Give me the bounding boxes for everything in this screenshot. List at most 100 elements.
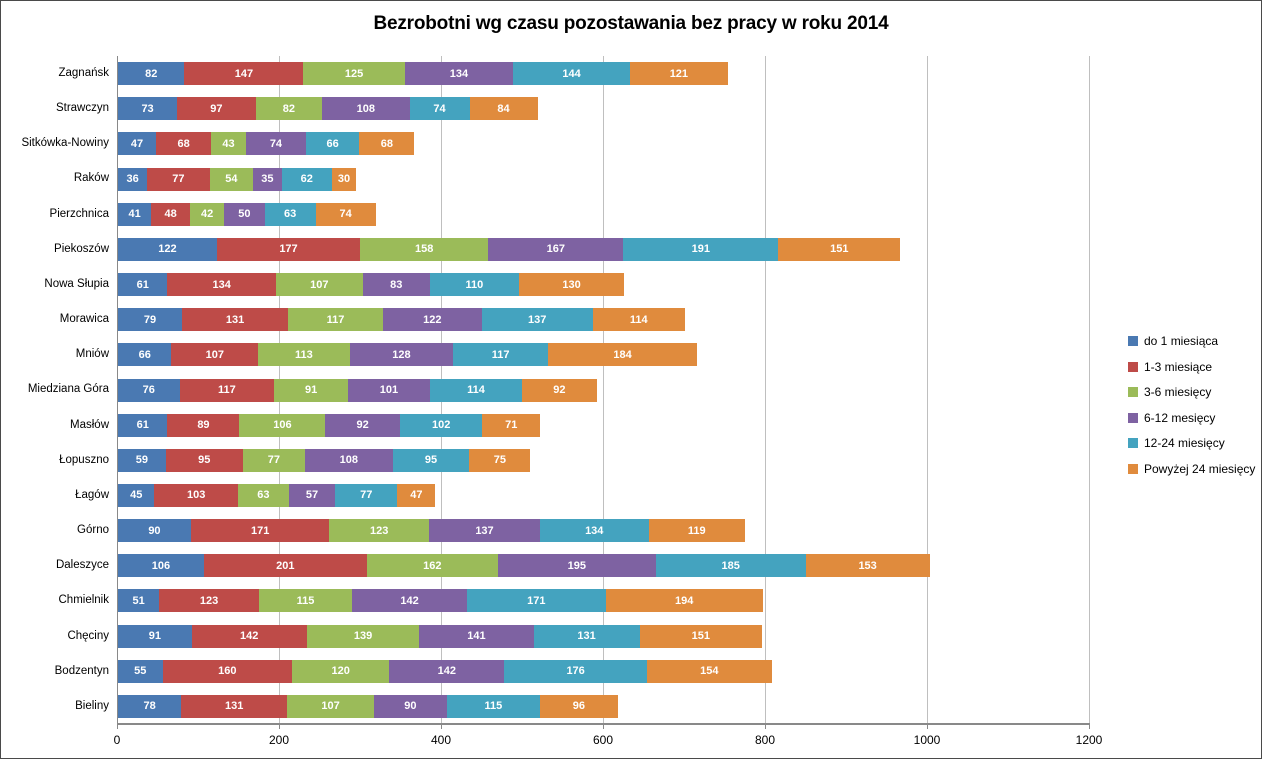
bar-value-label: 108 <box>356 102 375 115</box>
legend: do 1 miesiąca 1-3 miesiące 3-6 miesięcy 6-1… <box>1128 334 1255 476</box>
bar-value-label: 63 <box>283 208 297 221</box>
axis-tick <box>117 725 118 729</box>
bar-segment: 123 <box>159 589 259 613</box>
axis-tick <box>765 725 766 729</box>
bar-segment: 74 <box>245 132 306 156</box>
bar-segment: 125 <box>303 62 405 86</box>
bar-segment: 154 <box>646 659 772 683</box>
legend-item: do 1 miesiąca <box>1128 334 1255 348</box>
bar-value-label: 158 <box>414 243 434 256</box>
bar-segment: 101 <box>348 378 430 402</box>
bar-value-label: 75 <box>493 454 506 467</box>
bar-row: 45 103 63 57 77 47 <box>118 483 436 507</box>
category-label: Miedziana Góra <box>27 383 109 396</box>
bar-segment: 68 <box>156 132 212 156</box>
bar-segment: 108 <box>305 448 393 472</box>
bar-value-label: 201 <box>276 559 295 572</box>
bar-segment: 131 <box>181 694 288 718</box>
bar-value-label: 125 <box>344 67 364 80</box>
bar-segment: 158 <box>360 237 489 261</box>
bar-value-label: 147 <box>234 67 254 80</box>
bar-value-label: 50 <box>238 208 251 221</box>
bar-value-label: 106 <box>151 559 171 572</box>
bar-segment: 160 <box>162 659 293 683</box>
bar-segment: 66 <box>305 132 360 156</box>
bar-segment: 89 <box>167 413 240 437</box>
bar-value-label: 121 <box>669 67 689 80</box>
legend-item: Powyżej 24 miesięcy <box>1128 462 1255 476</box>
bar-segment: 171 <box>467 589 606 613</box>
bar-value-label: 66 <box>138 348 151 361</box>
bar-value-label: 115 <box>484 700 503 713</box>
bar-segment: 61 <box>118 413 168 437</box>
bar-segment: 151 <box>639 624 762 648</box>
bar-segment: 62 <box>281 167 332 191</box>
bar-row: 90 171 123 137 134 119 <box>118 519 745 543</box>
bar-segment: 119 <box>648 519 745 543</box>
bar-row: 61 134 107 83 110 130 <box>118 273 625 297</box>
bar-value-label: 102 <box>431 419 451 432</box>
bar-segment: 35 <box>253 167 282 191</box>
bar-segment: 107 <box>275 273 363 297</box>
bar-segment: 117 <box>453 343 549 367</box>
bar-value-label: 171 <box>250 524 270 537</box>
legend-swatch <box>1128 438 1138 448</box>
category-label: Morawica <box>59 313 109 326</box>
bar-segment: 137 <box>429 519 540 543</box>
bar-value-label: 103 <box>186 489 206 502</box>
bar-segment: 45 <box>118 483 155 507</box>
bar-value-label: 78 <box>143 700 156 713</box>
bar-segment: 106 <box>239 413 326 437</box>
bar-segment: 77 <box>242 448 306 472</box>
bar-segment: 92 <box>325 413 400 437</box>
axis-tick <box>927 725 928 729</box>
x-tick-label: 0 <box>113 733 121 747</box>
bar-value-label: 107 <box>205 348 224 361</box>
legend-label: 12-24 miesięcy <box>1144 436 1225 450</box>
bar-value-label: 84 <box>497 102 510 115</box>
bar-value-label: 162 <box>423 559 442 572</box>
bar-value-label: 115 <box>296 594 315 607</box>
bar-segment: 194 <box>605 589 763 613</box>
bar-value-label: 61 <box>136 419 149 432</box>
bar-row: 61 89 106 92 102 71 <box>118 413 540 437</box>
bar-row: 76 117 91 101 114 92 <box>118 378 597 402</box>
bar-value-label: 167 <box>546 243 565 256</box>
bar-row: 82 147 125 134 144 121 <box>118 62 728 86</box>
bar-segment: 117 <box>288 308 383 332</box>
bar-segment: 82 <box>255 97 323 121</box>
bar-value-label: 144 <box>562 67 581 80</box>
bar-segment: 42 <box>190 202 225 226</box>
bar-segment: 30 <box>331 167 357 191</box>
bar-segment: 107 <box>287 694 374 718</box>
legend-label: 1-3 miesiące <box>1144 359 1213 374</box>
bar-segment: 54 <box>209 167 254 191</box>
bar-segment: 167 <box>488 237 624 261</box>
bar-value-label: 160 <box>218 665 237 678</box>
gridline <box>1089 56 1090 724</box>
x-tick-label: 800 <box>754 733 776 747</box>
bar-value-label: 36 <box>126 173 139 186</box>
bar-value-label: 51 <box>132 594 145 607</box>
bar-segment: 131 <box>181 308 289 332</box>
x-tick-label: 1000 <box>913 733 941 747</box>
bar-segment: 184 <box>548 343 698 367</box>
gridline <box>927 56 928 724</box>
bar-value-label: 153 <box>858 559 877 572</box>
bar-value-label: 62 <box>300 173 313 186</box>
bar-value-label: 95 <box>424 454 438 467</box>
bar-value-label: 151 <box>830 243 849 256</box>
legend-swatch <box>1128 387 1138 397</box>
bar-value-label: 130 <box>562 278 581 291</box>
bar-value-label: 57 <box>305 489 319 502</box>
bar-segment: 185 <box>655 554 806 578</box>
bar-value-label: 95 <box>198 454 211 467</box>
bar-segment: 90 <box>373 694 447 718</box>
bar-segment: 48 <box>151 202 191 226</box>
category-label: Sitkówka-Nowiny <box>21 137 109 150</box>
bar-segment: 59 <box>118 448 166 472</box>
bar-row: 51 123 115 142 171 194 <box>118 589 763 613</box>
bar-value-label: 123 <box>199 594 219 607</box>
bar-value-label: 90 <box>404 700 417 713</box>
bar-segment: 36 <box>118 167 148 191</box>
